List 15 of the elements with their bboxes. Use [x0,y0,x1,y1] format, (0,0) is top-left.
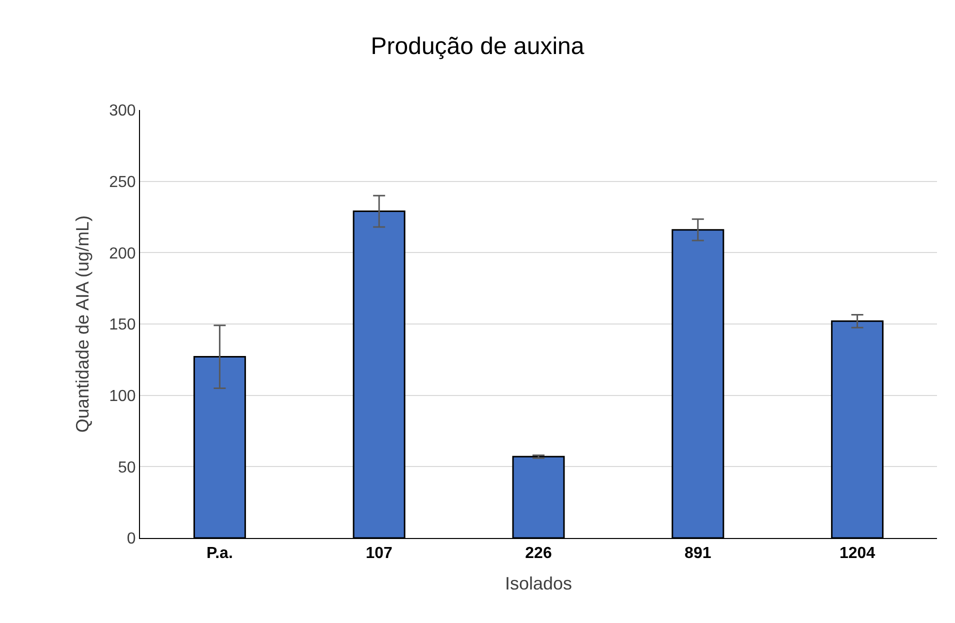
x-tick-label: 891 [684,545,712,562]
y-tick-label: 200 [109,245,136,262]
x-axis-title: Isolados [504,573,572,594]
x-tick-label: 107 [366,545,393,562]
y-tick-label: 100 [109,388,136,405]
y-tick-label: 0 [126,530,136,548]
y-tick-label: 300 [109,102,136,120]
y-axis-title: Quantidade de AIA (ug/mL) [72,215,92,433]
y-tick-label: 150 [109,316,136,334]
y-tick-label: 250 [109,174,136,191]
x-tick-label: 226 [525,545,552,562]
y-tick-label: 50 [118,459,136,476]
x-tick-label: 1204 [840,545,876,562]
chart-title: Produção de auxina [370,33,585,60]
x-tick-label: P.a. [206,545,233,562]
